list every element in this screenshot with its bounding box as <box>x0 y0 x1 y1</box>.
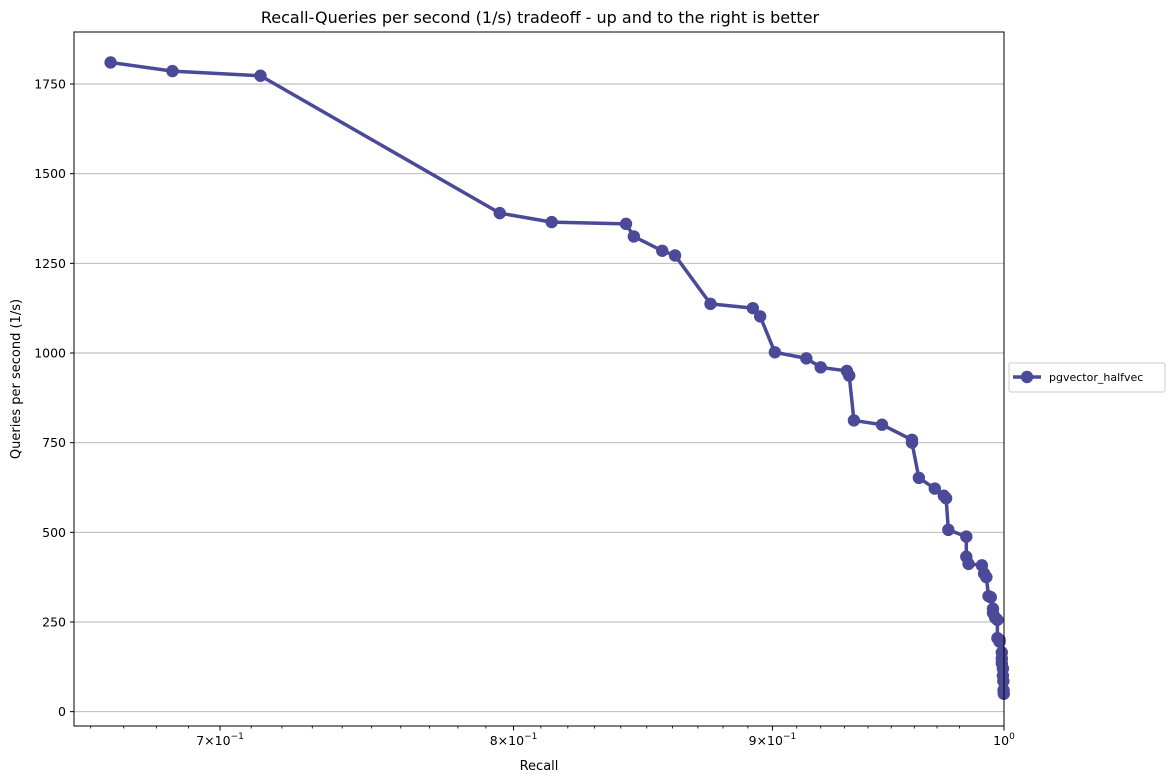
series-line <box>108 60 1006 696</box>
data-point <box>875 418 889 431</box>
data-point <box>960 530 973 543</box>
series-layer <box>104 56 1010 700</box>
data-point <box>997 674 1010 688</box>
data-point <box>905 436 919 449</box>
data-point <box>962 557 975 571</box>
y-tick-label: 1500 <box>34 166 66 181</box>
data-point <box>704 297 717 311</box>
y-tick-label: 0 <box>58 704 66 719</box>
legend-box <box>1008 362 1166 393</box>
data-point <box>746 301 759 315</box>
plot-frame <box>73 31 1005 727</box>
legend-label: pgvector_halfvec <box>1049 371 1143 384</box>
data-point <box>980 570 993 584</box>
x-tick-label: 100 <box>993 732 1015 748</box>
data-point <box>984 591 997 604</box>
x-tick-label: 8×10−1 <box>490 732 538 748</box>
data-point <box>768 346 782 359</box>
data-point <box>166 64 179 78</box>
y-axis-label: Queries per second (1/s) <box>9 299 24 459</box>
data-point <box>254 69 267 82</box>
y-tick-label: 500 <box>42 525 66 540</box>
data-point <box>753 310 767 323</box>
data-point <box>668 249 682 262</box>
x-tick-label: 9×10−1 <box>749 732 797 748</box>
data-point <box>104 56 117 69</box>
data-point <box>627 230 641 243</box>
x-ticks: 7×10−1 8×10−1 9×10−1 100 <box>90 726 1015 748</box>
data-point <box>814 361 827 374</box>
y-ticks: 0 250 500 750 1000 1250 1500 1750 <box>34 77 74 719</box>
gridlines <box>74 83 1004 713</box>
x-tick-label: 7×10−1 <box>196 732 244 748</box>
data-point <box>656 244 669 257</box>
chart-title: Recall-Queries per second (1/s) tradeoff… <box>261 8 820 27</box>
data-point <box>800 352 813 365</box>
data-point <box>928 482 941 495</box>
data-point <box>619 217 633 231</box>
y-tick-label: 1000 <box>34 345 66 360</box>
legend: pgvector_halfvec <box>1008 362 1166 393</box>
data-point <box>939 492 953 505</box>
data-point <box>991 613 1004 627</box>
x-axis-label: Recall <box>520 759 559 774</box>
y-tick-label: 750 <box>42 435 66 450</box>
data-point <box>847 414 861 427</box>
data-point <box>545 215 558 229</box>
data-point <box>843 369 856 382</box>
y-tick-label: 1750 <box>34 77 66 92</box>
data-point <box>912 471 926 485</box>
y-tick-label: 1250 <box>34 256 66 271</box>
data-point <box>993 635 1006 648</box>
y-tick-label: 250 <box>42 614 66 629</box>
legend-marker-swatch <box>1020 370 1034 384</box>
data-point <box>493 206 506 220</box>
data-point <box>942 523 955 537</box>
